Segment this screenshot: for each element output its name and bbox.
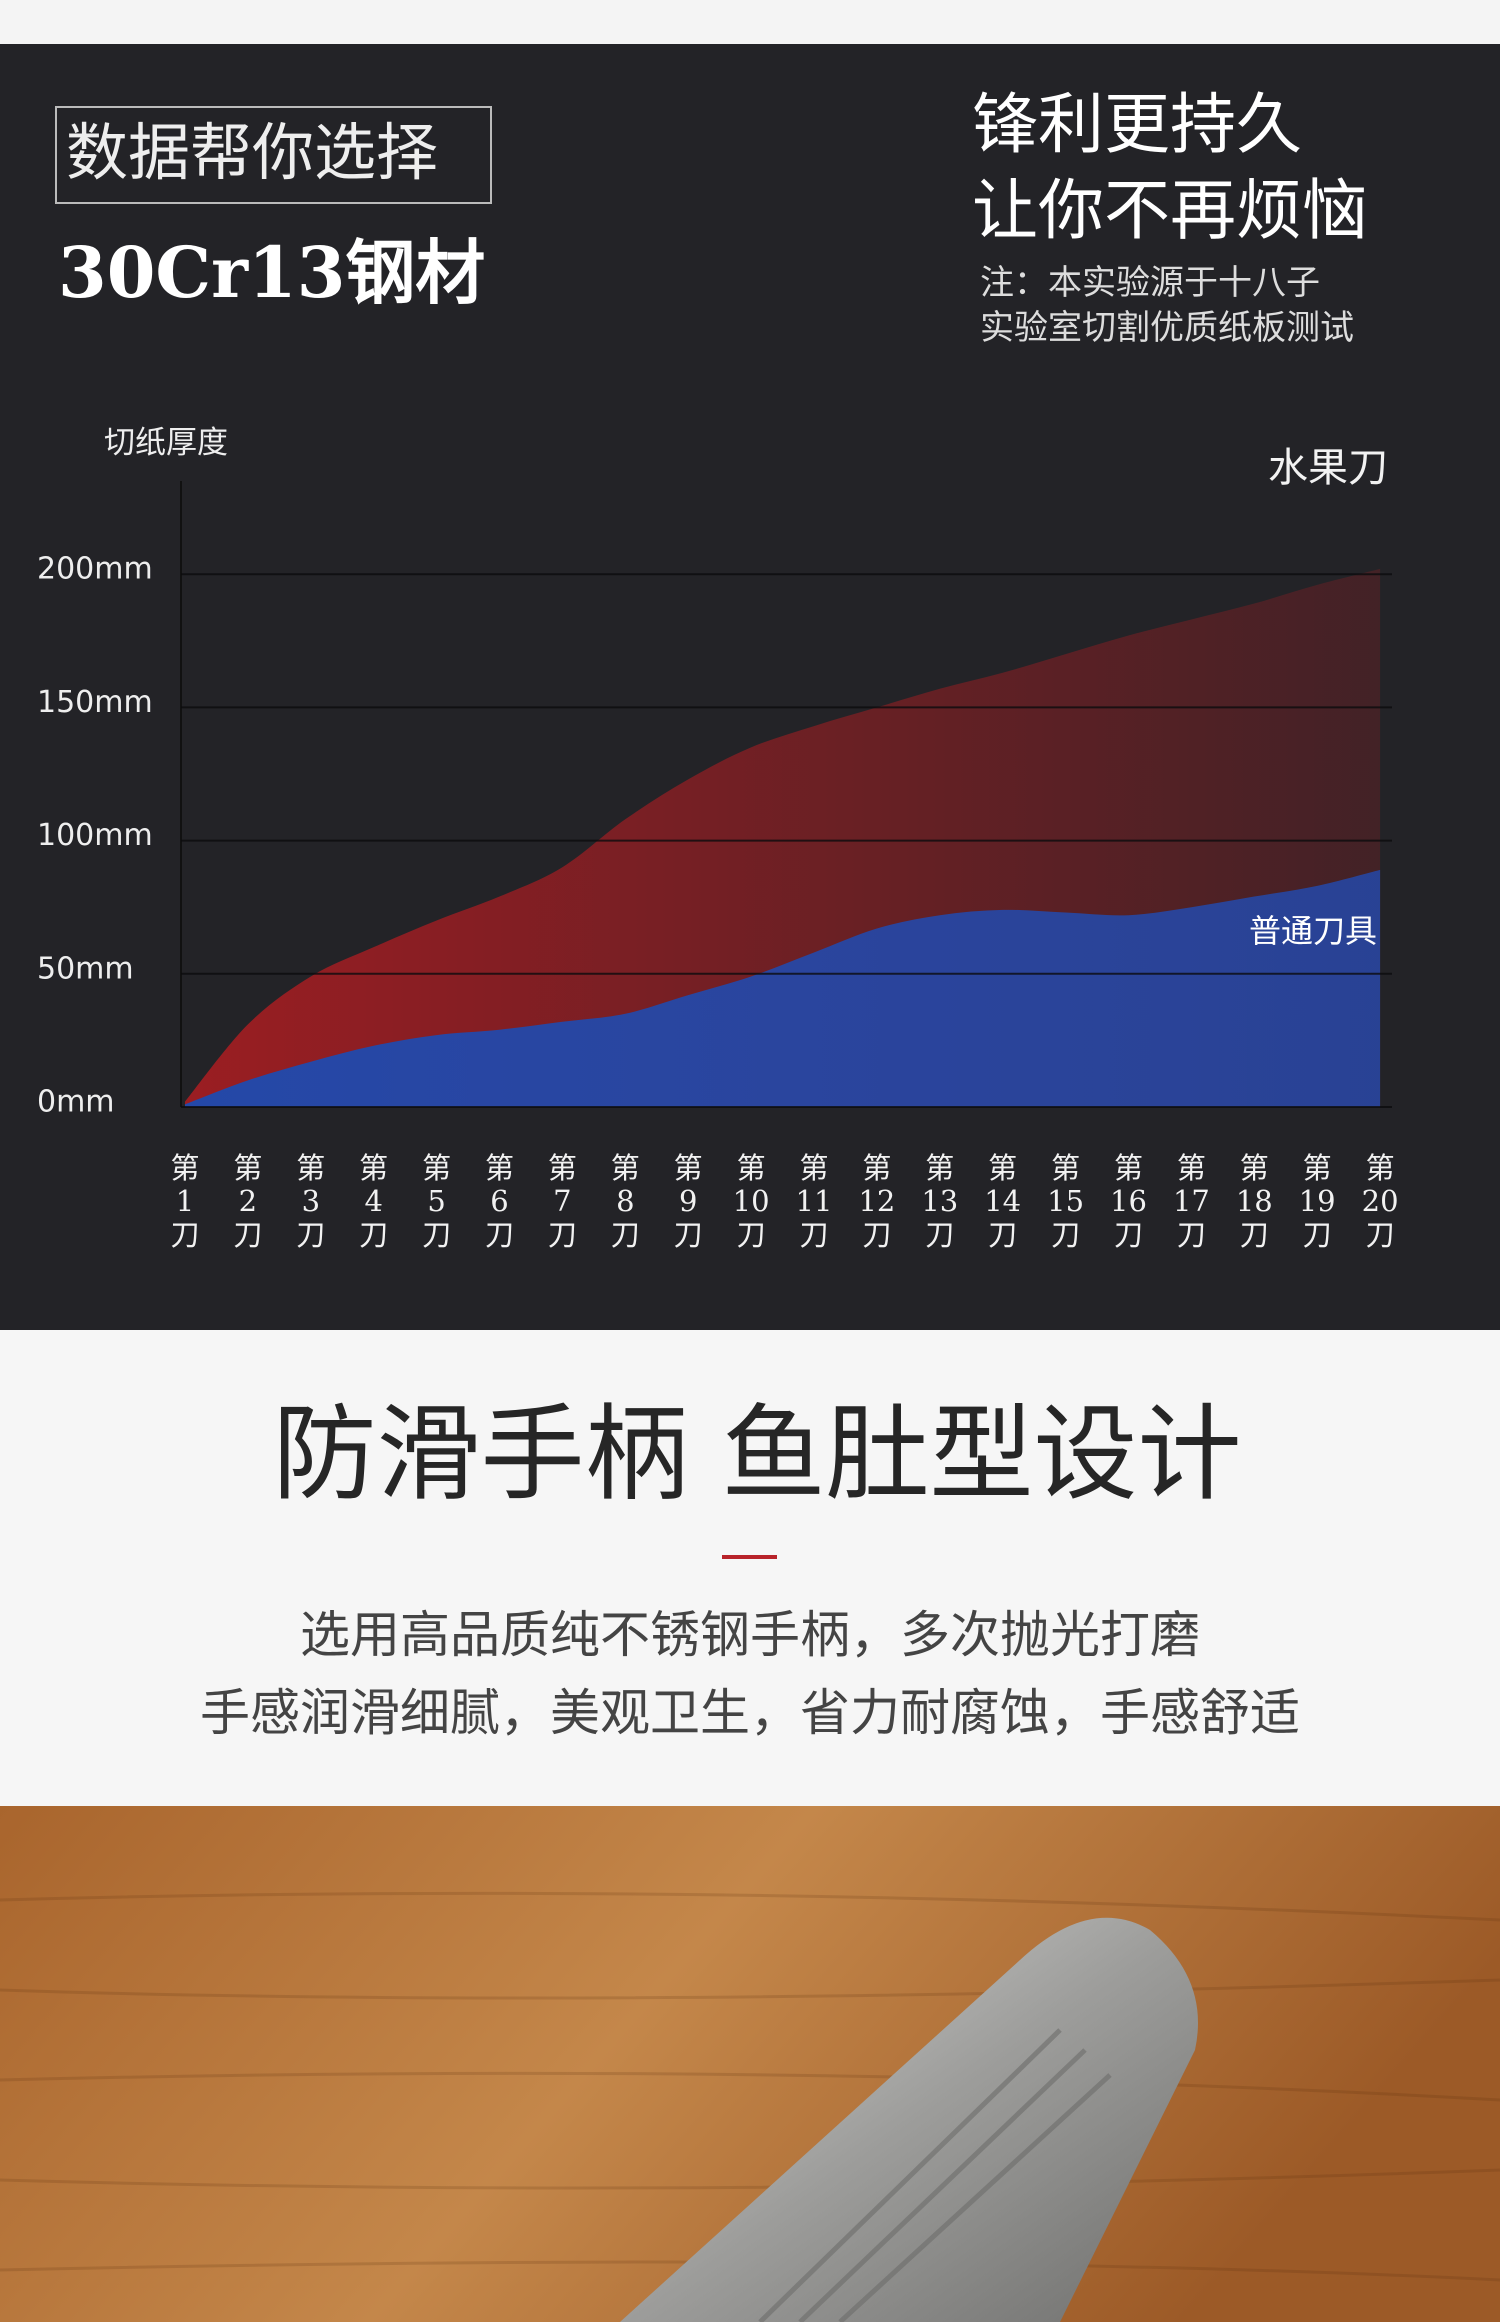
y-tick-label: 50mm (37, 951, 134, 986)
area (185, 869, 1381, 1107)
x-tick-label: 第5刀 (422, 1151, 452, 1252)
wood-grain (0, 1891, 1500, 2282)
x-tick-label: 第8刀 (610, 1151, 640, 1252)
x-tick-label: 第17刀 (1172, 1151, 1210, 1252)
x-tick-label: 第2刀 (233, 1151, 263, 1252)
feature-title: 防滑手柄 鱼肚型设计 (272, 1393, 1242, 1515)
series-label: 普通刀具 (1249, 912, 1377, 950)
x-tick-label: 第6刀 (484, 1151, 514, 1252)
y-tick-label: 0mm (37, 1085, 115, 1120)
x-tick-label: 第11刀 (795, 1151, 833, 1252)
badge-box (55, 106, 492, 204)
handle-grooves (758, 2028, 1112, 2322)
material: 30Cr13钢材 (58, 231, 486, 314)
x-tick-label: 第18刀 (1235, 1151, 1273, 1252)
x-tick-label: 第13刀 (921, 1151, 959, 1252)
x-tick-label: 第1刀 (170, 1151, 200, 1252)
badge: 数据帮你选择 (66, 116, 439, 189)
feature-text: 手感润滑细腻，美观卫生，省力耐腐蚀，手感舒适 (200, 1684, 1300, 1742)
knife-handle (620, 1917, 1198, 2322)
feature-panel (0, 1330, 1500, 1806)
x-tick-label: 第12刀 (858, 1151, 896, 1252)
series-label: 水果刀 (1268, 445, 1388, 491)
feature-text: 选用高品质纯不锈钢手柄，多次抛光打磨 (300, 1606, 1200, 1664)
note: 实验室切割优质纸板测试 (980, 308, 1354, 348)
x-tick-label: 第4刀 (359, 1151, 389, 1252)
x-tick-label: 第20刀 (1361, 1151, 1399, 1252)
x-tick-label: 第19刀 (1298, 1151, 1336, 1252)
y-tick-label: 150mm (37, 685, 153, 720)
x-tick-label: 第7刀 (547, 1151, 577, 1252)
x-tick-label: 第9刀 (673, 1151, 703, 1252)
divider (722, 1555, 777, 1559)
x-tick-label: 第16刀 (1110, 1151, 1147, 1252)
x-tick-label: 第3刀 (296, 1151, 326, 1252)
x-tick-label: 第14刀 (984, 1151, 1022, 1252)
y-axis-title: 切纸厚度 (104, 425, 228, 461)
x-tick-label: 第15刀 (1047, 1151, 1085, 1252)
slogan: 让你不再烦恼 (972, 172, 1368, 249)
x-tick-label: 第10刀 (732, 1151, 770, 1252)
slogan: 锋利更持久 (972, 86, 1302, 163)
y-tick-label: 200mm (37, 552, 153, 587)
y-tick-label: 100mm (37, 818, 153, 853)
note: 注：本实验源于十八子 (980, 263, 1320, 303)
